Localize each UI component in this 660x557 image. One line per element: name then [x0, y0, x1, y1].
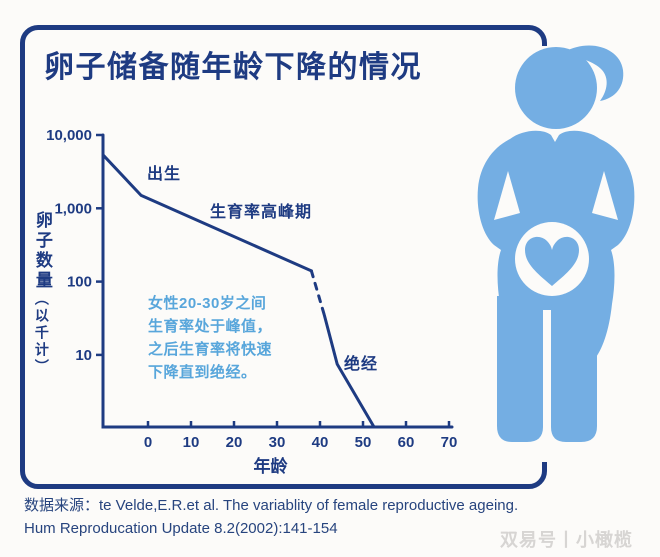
y-axis-title: 卵子数量（以千计） — [32, 211, 52, 376]
annotation-menopause: 绝经 — [344, 356, 379, 373]
leg-gap — [543, 310, 551, 446]
left-armpit-gap — [494, 171, 520, 220]
chart-note: 女性20-30岁之间 生育率处于峰值， 之后生育率将快速 下降直到绝经。 — [148, 292, 272, 384]
woman-right-leg — [551, 296, 597, 442]
watermark: 双易号丨小橄榄 — [500, 530, 633, 550]
chart-note-line: 生育率处于峰值， — [148, 318, 273, 335]
x-axis-title: 年龄 — [253, 457, 288, 476]
chart-note-line: 之后生育率将快速 — [148, 341, 273, 358]
woman-left-leg — [497, 296, 543, 442]
data-source-line1: 数据来源：te Velde,E.R.et al. The variablity … — [24, 497, 519, 514]
page-title: 卵子储备随年龄下降的情况 — [44, 51, 422, 84]
woman-ponytail — [564, 45, 624, 101]
woman-head — [515, 47, 597, 129]
y-axis-title-unit: （以千计） — [33, 291, 50, 376]
heart-icon — [525, 236, 579, 286]
annotation-peak-fertility: 生育率高峰期 — [210, 204, 313, 221]
y-axis-title-main: 卵子数量 — [32, 211, 52, 291]
data-source: 数据来源：te Velde,E.R.et al. The variablity … — [24, 494, 518, 540]
data-source-line2: Hum Reproducation Update 8.2(2002):141-1… — [24, 520, 338, 537]
chart-note-line: 下降直到绝经。 — [148, 364, 257, 381]
right-armpit-gap — [592, 171, 618, 220]
pregnant-woman-figure — [477, 45, 635, 462]
annotation-birth: 出生 — [147, 166, 182, 183]
chart-note-line: 女性20-30岁之间 — [148, 295, 267, 312]
